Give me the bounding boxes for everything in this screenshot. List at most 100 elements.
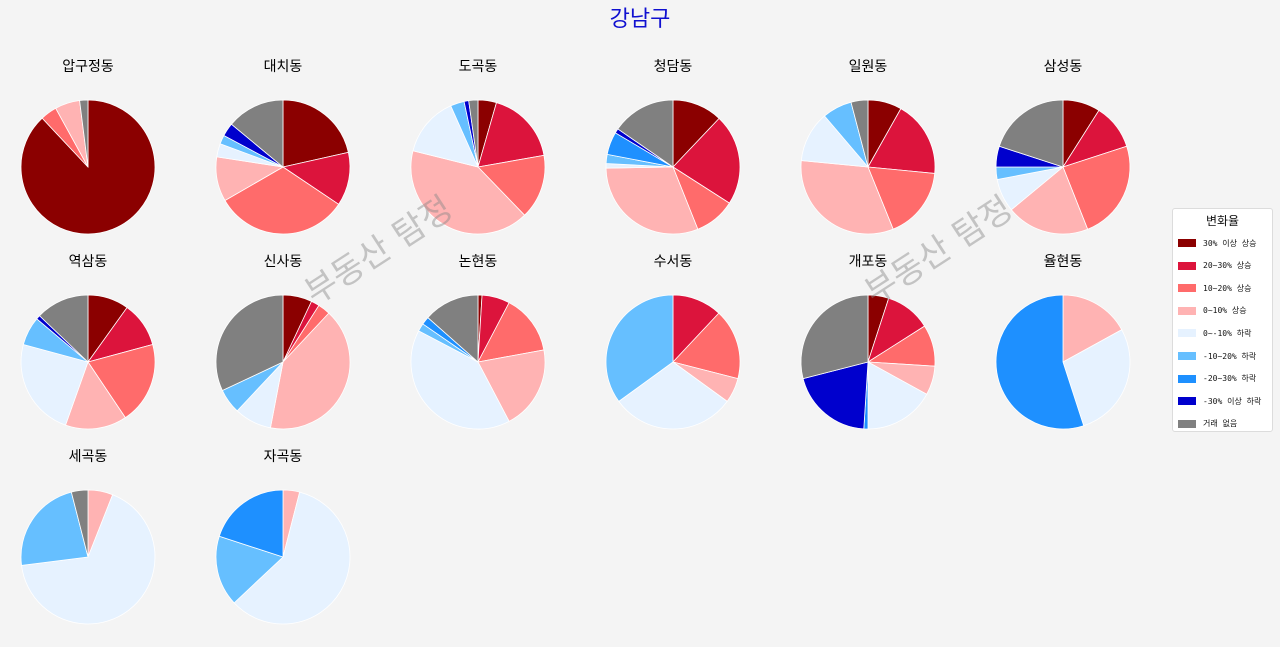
legend-entry: 0~-10% 하락 <box>1178 326 1251 340</box>
pie-title: 일원동 <box>849 59 888 75</box>
pie-slice <box>605 294 674 402</box>
pie-slice <box>800 294 869 380</box>
pie-slice <box>867 166 936 230</box>
pie-slice <box>802 361 869 430</box>
pie-slice <box>617 99 674 168</box>
pie-3: 도곡동 <box>410 59 546 235</box>
pie-slice <box>65 361 126 430</box>
legend-swatch <box>1178 261 1196 270</box>
pie-2: 대치동 <box>215 59 351 235</box>
pie-title: 역삼동 <box>69 254 108 270</box>
pie-title: 율현동 <box>1044 254 1083 270</box>
pie-slice <box>850 99 869 168</box>
pie-title: 자곡동 <box>264 449 303 465</box>
legend-title: 변화율 <box>1205 214 1240 228</box>
pie-slice <box>1010 166 1089 235</box>
pie-slice <box>477 102 545 168</box>
legend-label: -10~20% 하락 <box>1203 351 1257 361</box>
legend-label: -20~30% 하락 <box>1203 374 1257 384</box>
pie-slice <box>998 99 1064 168</box>
pie-slice <box>218 489 284 558</box>
legend-label: 0~-10% 하락 <box>1203 328 1252 338</box>
pie-slice <box>410 330 510 430</box>
pie-title: 수서동 <box>654 254 693 270</box>
pie-slice <box>477 302 545 363</box>
legend-swatch <box>1178 329 1196 338</box>
pie-6: 삼성동 <box>995 59 1131 235</box>
pie-slice <box>224 166 340 235</box>
pie-slice <box>20 343 89 426</box>
pie-slice <box>215 294 284 392</box>
pie-slice <box>215 535 284 604</box>
pie-slice <box>38 294 89 363</box>
pie-13: 세곡동 <box>20 449 156 625</box>
pie-title: 신사동 <box>264 254 303 270</box>
pie-slice <box>282 99 349 168</box>
legend-swatch <box>1178 306 1196 315</box>
pie-12: 율현동 <box>995 254 1131 430</box>
pie-slice <box>672 312 741 380</box>
pie-slice <box>477 154 546 216</box>
pie-title: 청담동 <box>654 59 693 75</box>
pie-title: 삼성동 <box>1044 59 1083 75</box>
legend-entry: 10~20% 상승 <box>1178 281 1251 295</box>
pie-title: 개포동 <box>849 254 888 270</box>
pie-title: 대치동 <box>264 59 303 75</box>
legend-swatch <box>1178 284 1196 293</box>
pie-slice <box>410 150 526 235</box>
pie-slice <box>477 349 546 422</box>
pie-slice <box>618 361 728 430</box>
pie-title: 압구정동 <box>62 59 114 75</box>
pie-slice <box>269 312 351 430</box>
pie-slice <box>20 491 89 566</box>
pie-slice <box>605 166 699 235</box>
pie-slice <box>800 160 894 235</box>
legend-entry: 0~10% 상승 <box>1178 304 1247 318</box>
pie-slice <box>427 294 479 363</box>
pie-slice <box>1062 329 1131 427</box>
pie-slice <box>79 99 89 168</box>
pie-slice <box>867 361 928 430</box>
pie-slice <box>1062 294 1123 363</box>
pie-10: 수서동 <box>605 254 741 430</box>
pie-7: 역삼동 <box>20 254 156 430</box>
pie-slice <box>70 489 89 558</box>
legend-swatch <box>1178 352 1196 360</box>
pie-title: 논현동 <box>459 254 498 270</box>
pie-slice <box>233 491 351 625</box>
pie-4: 청담동 <box>605 59 741 235</box>
pie-slice <box>995 294 1085 430</box>
legend-swatch <box>1178 419 1196 428</box>
legend-label: -30% 이상 하락 <box>1203 396 1262 406</box>
pie-14: 자곡동 <box>215 449 351 625</box>
legend-label: 30% 이상 상승 <box>1203 238 1257 248</box>
legend-label: 20~30% 상승 <box>1203 261 1252 271</box>
legend-label: 거래 없음 <box>1203 419 1238 429</box>
pie-slice <box>468 99 479 168</box>
pie-9: 논현동 <box>410 254 546 430</box>
pie-5: 일원동 <box>800 59 936 235</box>
pie-slice <box>412 105 479 168</box>
legend-label: 10~20% 상승 <box>1203 283 1252 293</box>
chart-title: 강남구 <box>610 7 671 32</box>
legend-swatch <box>1178 397 1196 406</box>
legend-entry: -10~20% 하락 <box>1178 349 1256 363</box>
pie-slice <box>21 494 156 625</box>
legend-label: 0~10% 상승 <box>1203 306 1247 316</box>
pie-title: 세곡동 <box>69 449 108 465</box>
pie-slice <box>672 117 741 204</box>
pie-slice <box>87 343 156 419</box>
pie-8: 신사동 <box>215 254 351 430</box>
pie-11: 개포동 <box>800 254 936 430</box>
pie-slice <box>867 108 936 174</box>
legend-entry: 20~30% 상승 <box>1178 259 1251 273</box>
legend-entry: -20~30% 하락 <box>1178 372 1256 386</box>
legend-entry: 30% 이상 상승 <box>1178 236 1257 250</box>
pie-1: 압구정동 <box>20 59 156 235</box>
legend-swatch <box>1178 374 1196 383</box>
legend: 변화율 30% 이상 상승 20~30% 상승 10~20% 상승 0~10% 상승 0… <box>1172 208 1273 432</box>
pie-title: 도곡동 <box>459 59 498 75</box>
legend-entry: -30% 이상 하락 <box>1178 394 1261 408</box>
legend-entry: 거래 없음 <box>1178 417 1237 431</box>
